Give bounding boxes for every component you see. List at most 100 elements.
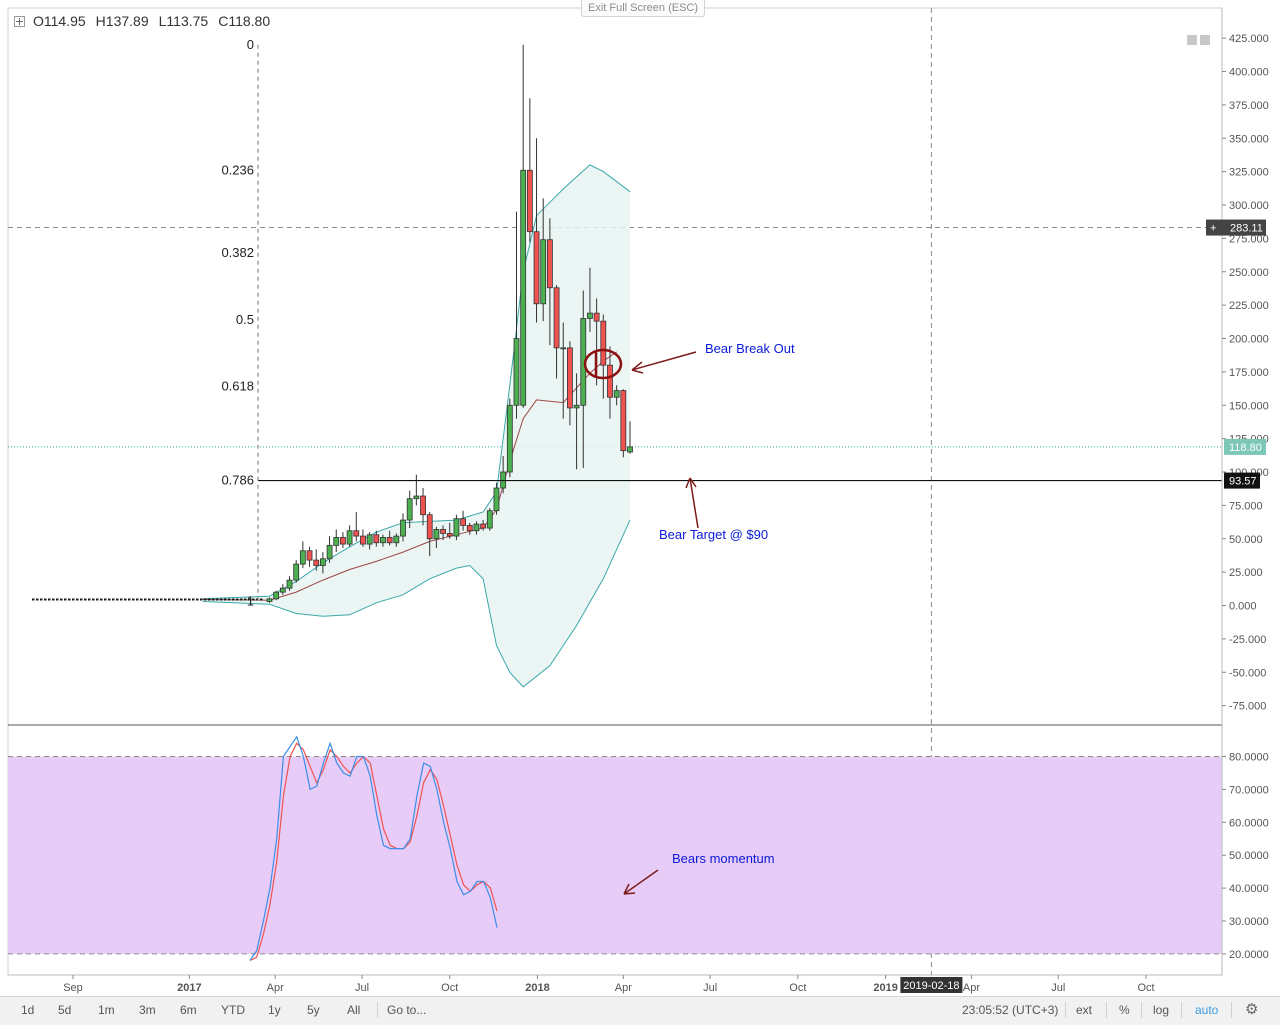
price-tick-label: 175.000 [1229,367,1269,379]
range-6m-button[interactable]: 6m [180,1003,197,1017]
low-value: 113.75 [166,13,209,29]
price-tick-label: -50.000 [1229,667,1266,679]
time-tick-label: Apr [615,982,632,994]
candle-body [406,498,413,521]
price-tick-label: 250.000 [1229,267,1269,279]
auto-scale-toggle[interactable]: auto [1195,1003,1219,1017]
collapse-legend-icon[interactable] [14,15,25,27]
time-tick-label: Apr [963,982,980,994]
percent-scale-toggle[interactable]: % [1119,1003,1130,1017]
range-5y-button[interactable]: 5y [307,1003,320,1017]
candle-body [299,550,306,565]
toolbar-divider [1106,1002,1107,1018]
gear-icon[interactable]: ⚙ [1245,1001,1259,1018]
pane-minimize-icon[interactable] [1187,35,1197,45]
fibonacci-level-label: 1 [247,593,254,608]
candle-body [620,390,627,452]
stochastic-d-line [249,742,498,962]
range-1m-button[interactable]: 1m [98,1003,115,1017]
candle-body [353,530,360,537]
stochastic-tick-label: 40.0000 [1229,883,1269,895]
annotation-bear-target: Bear Target @ $90 [659,527,768,542]
range-ytd-button[interactable]: YTD [221,1003,245,1017]
candle-body [460,518,466,526]
time-tick-label: 2019 [873,982,897,994]
stochastic-tick-label: 70.0000 [1229,784,1269,796]
close-value: 118.80 [228,13,271,29]
stochastic-tick-label: 80.0000 [1229,752,1269,764]
candle-body [493,487,500,512]
candle-body [466,525,473,532]
breakout-circle [583,348,623,380]
candle-body [526,169,533,233]
annotation-bear-breakout: Bear Break Out [705,341,795,356]
fibonacci-level-label: 0.5 [236,312,254,327]
candle-body [420,495,426,516]
candle-body [486,510,493,529]
toolbar-divider [1065,1002,1066,1018]
price-tick-label: 200.000 [1229,334,1269,346]
range-3m-button[interactable]: 3m [139,1003,156,1017]
chart-canvas[interactable]: 0 0.236 0.382 0.5 0.618 0.786 1 Bear Break Out… [0,0,1280,996]
candle-body [546,239,553,289]
price-axis[interactable]: 425.000 400.000 375.000 350.000 325.000 300.0… [1206,8,1269,725]
range-5d-button[interactable]: 5d [58,1003,72,1017]
target-arrow-head [685,477,697,489]
range-1d-button[interactable]: 1d [21,1003,35,1017]
candle-body [286,579,293,589]
extended-hours-toggle[interactable]: ext [1076,1003,1093,1017]
price-tick-label: 375.000 [1229,100,1269,112]
time-tick-label: 2017 [177,982,201,994]
price-tick-label: 25.000 [1229,567,1263,579]
candle-body [573,404,580,409]
target-price-box [1224,472,1260,489]
candle-body [446,533,453,537]
range-1y-button[interactable]: 1y [268,1003,281,1017]
target-arrow [689,477,699,529]
fibonacci-levels[interactable]: 0 0.236 0.382 0.5 0.618 0.786 1 [221,37,1222,609]
open-label: O [33,13,44,29]
time-tick-label: Jul [1051,982,1065,994]
stochastic-pane [249,735,498,962]
pane-maximize-icon[interactable] [1200,35,1210,45]
candle-body [386,537,393,544]
candle-body [473,523,480,532]
crosshair-date-label: 2019-02-18 [903,980,959,992]
low-label: L [158,13,167,29]
close-label: C [218,13,229,29]
stochastic-band [8,756,1222,955]
time-tick-label: Jul [703,982,717,994]
goto-date-button[interactable]: Go to... [387,1003,427,1017]
annotations[interactable]: Bear Break Out Bear Target @ $90 Bears mom… [583,341,795,895]
last-price-label: 118.80 [1229,442,1262,454]
candle-body [413,495,420,500]
candle-body [513,338,520,406]
time-axis[interactable]: Sep 2017 Apr Jul Oct 2018 Apr Jul Oct 2019 Apr Jul O… [63,975,1155,994]
target-price-label: 93.57 [1229,476,1257,488]
toolbar-divider [377,1002,378,1018]
clock-timezone[interactable]: 23:05:52 (UTC+3) [962,1003,1059,1017]
candle-body [319,558,326,566]
momentum-arrow-head [623,883,636,895]
high-label: H [95,13,106,29]
candle-body [313,559,320,566]
candle-body [533,231,540,305]
log-scale-toggle[interactable]: log [1153,1003,1170,1017]
price-tick-label: 325.000 [1229,167,1269,179]
toolbar-divider [1141,1002,1142,1018]
high-value: 137.89 [105,13,149,29]
price-tick-label: 50.000 [1229,534,1263,546]
stochastic-axis[interactable]: 80.0000 70.0000 60.0000 50.0000 40.0000 30.00… [1221,725,1269,975]
range-all-button[interactable]: All [347,1003,361,1017]
candle-body [333,537,340,546]
candle-body [600,320,607,366]
time-tick-label: Oct [1137,982,1154,994]
exit-fullscreen-button[interactable]: Exit Full Screen (ESC) [581,0,705,17]
open-value: 114.95 [43,13,86,29]
candle-body [273,591,280,600]
time-tick-label: Oct [789,982,806,994]
stochastic-tick-label: 50.0000 [1229,850,1269,862]
price-tick-label: 300.000 [1229,200,1269,212]
candle-body [440,529,446,534]
crosshair-plus-icon: + [1210,223,1216,235]
